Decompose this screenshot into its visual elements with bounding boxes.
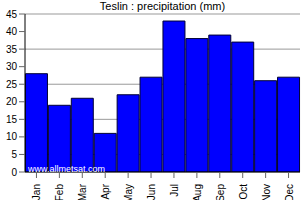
svg-text:10: 10 [8,131,17,142]
svg-text:Dec: Dec [284,184,295,200]
svg-text:0: 0 [11,167,17,178]
svg-text:Jan: Jan [31,184,42,200]
svg-text:Sep: Sep [215,184,226,200]
svg-text:Jun: Jun [146,184,157,200]
svg-text:Oct: Oct [238,184,249,200]
svg-text:Apr: Apr [100,183,111,199]
svg-text:20: 20 [8,96,17,107]
svg-text:Nov: Nov [261,184,272,200]
svg-text:15: 15 [8,114,17,125]
svg-text:Jul: Jul [169,184,180,197]
svg-text:40: 40 [8,26,17,37]
svg-text:25: 25 [8,79,17,90]
svg-text:Mar: Mar [77,183,88,200]
svg-text:5: 5 [11,149,17,160]
svg-text:Feb: Feb [54,184,65,200]
svg-text:45: 45 [8,9,17,20]
svg-text:May: May [123,184,134,200]
html-text:Teslin : precipitation (mm): Teslin : precipitation (mm) [99,0,226,12]
svg-text:35: 35 [8,44,17,55]
svg-text:Aug: Aug [192,184,203,200]
svg-text:30: 30 [8,61,17,72]
html-text:www.allmetsat.com: www.allmetsat.com [28,164,105,174]
